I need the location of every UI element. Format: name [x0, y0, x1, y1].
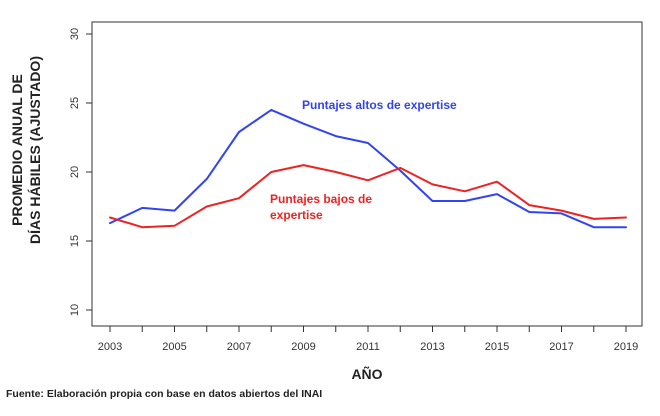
series-layer: [109, 108, 627, 229]
x-axis-title: AÑO: [351, 365, 382, 382]
x-tick-label: 2015: [485, 341, 509, 353]
series-annotation-bajos: expertise: [270, 208, 323, 222]
source-note: Fuente: Elaboración propia con base en d…: [6, 388, 323, 400]
series-line-bajos: [109, 164, 627, 229]
y-tick-label: 25: [69, 97, 81, 109]
series-line-altos: [109, 108, 627, 229]
x-tick-label: 2013: [420, 341, 444, 353]
axis-titles: AÑO PROMEDIO ANUAL DE DÍAS HÁBILES (AJUSTA…: [9, 56, 383, 382]
y-tick-label: 15: [69, 235, 81, 247]
y-tick-label: 30: [69, 28, 81, 40]
series-annotation-bajos: Puntajes bajos de: [270, 192, 372, 206]
plot-frame: [91, 21, 643, 327]
y-tick-label: 20: [69, 166, 81, 178]
annotation-layer: Puntajes altos de expertise Puntajes bajo…: [270, 98, 457, 222]
x-tick-label: 2009: [291, 341, 315, 353]
series-annotation-altos: Puntajes altos de expertise: [302, 98, 457, 112]
y-axis-title: PROMEDIO ANUAL DE: [9, 74, 25, 226]
x-tick-label: 2007: [227, 341, 251, 353]
y-axis: 10 15 20 25 30: [69, 28, 92, 316]
x-tick-label: 2019: [614, 341, 638, 353]
x-tick-label: 2003: [98, 341, 122, 353]
x-tick-label: 2011: [356, 341, 380, 353]
y-tick-label: 10: [69, 304, 81, 316]
x-tick-label: 2005: [162, 341, 186, 353]
x-axis: 2003 2005 2007 2009 2011 2013 2015 2017 2019: [98, 326, 638, 353]
x-tick-label: 2017: [549, 341, 573, 353]
y-axis-title: DÍAS HÁBILES (AJUSTADO): [27, 56, 43, 244]
